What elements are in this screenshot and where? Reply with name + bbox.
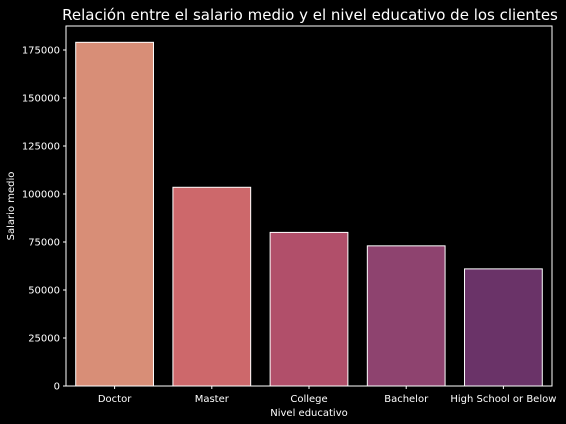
- bar-bachelor: [366, 245, 446, 387]
- y-axis-label: Salario medio: [6, 172, 17, 241]
- y-tick-label: 75000: [28, 238, 60, 249]
- y-tick-label: 100000: [22, 190, 60, 201]
- y-tick-label: 150000: [22, 94, 60, 105]
- y-tick-label: 175000: [22, 46, 60, 57]
- x-axis-label: Nivel educativo: [270, 408, 348, 419]
- x-tick-label: Master: [195, 394, 230, 405]
- x-tick-label: High School or Below: [450, 394, 556, 405]
- x-tick-label: College: [290, 394, 327, 405]
- bar-master: [172, 186, 252, 387]
- y-tick-label: 125000: [22, 142, 60, 153]
- y-tick-label: 25000: [28, 334, 60, 345]
- y-tick-label: 0: [54, 382, 60, 393]
- bar-doctor: [75, 41, 154, 387]
- x-axis-ticks: Doctor Master College Bachelor High School o…: [98, 386, 556, 405]
- x-tick-label: Doctor: [98, 394, 132, 405]
- bar-high-school-or-below: [464, 268, 543, 387]
- x-tick-label: Bachelor: [384, 394, 429, 405]
- y-tick-label: 50000: [28, 286, 60, 297]
- bar-college: [269, 231, 349, 387]
- y-axis-ticks: 0 25000 50000 75000 100000 125000 150000 175000: [22, 46, 66, 393]
- chart-title: Relación entre el salario medio y el niv…: [62, 6, 558, 24]
- bars-group: [75, 41, 543, 387]
